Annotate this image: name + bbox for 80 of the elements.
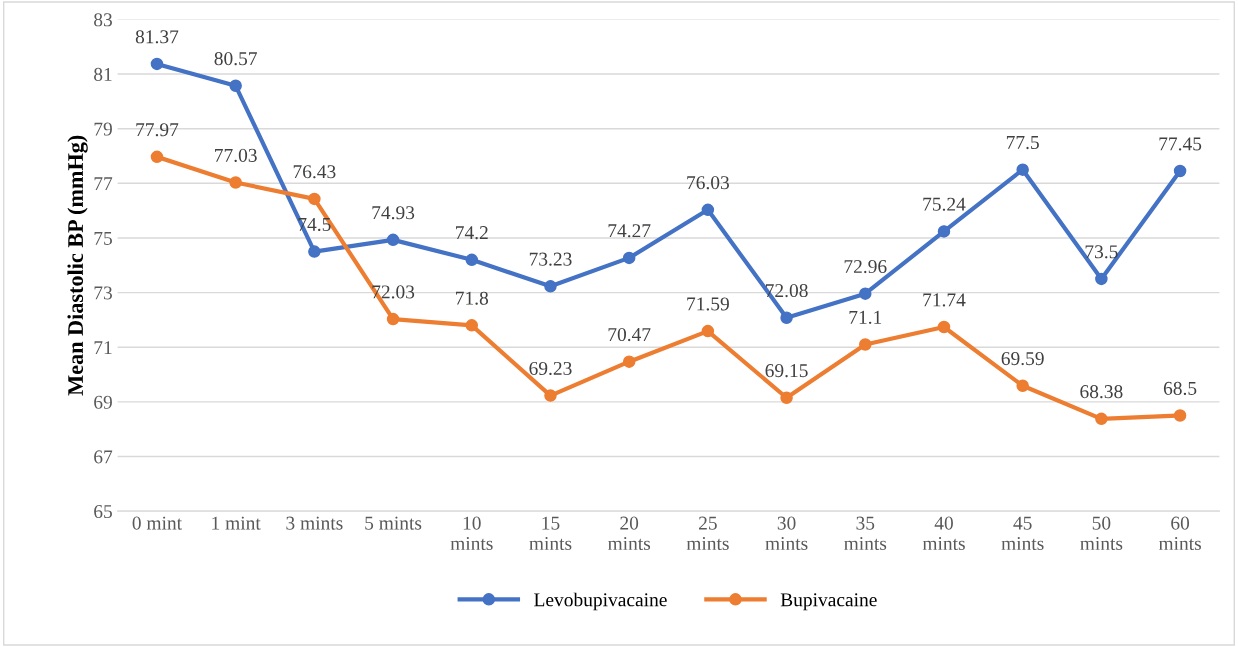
data-label: 73.23: [529, 252, 572, 266]
data-label: 68.5: [1163, 381, 1197, 395]
data-label: 70.47: [608, 327, 651, 342]
point: [150, 57, 164, 71]
y-tick-label: 77: [94, 177, 113, 191]
data-label: 73.5: [1085, 245, 1118, 259]
x-tick-label: 60 mints: [1158, 516, 1201, 551]
y-axis-title: Mean Diastolic BP (mmHg): [67, 135, 88, 396]
point: [1173, 409, 1187, 422]
point: [229, 176, 242, 189]
point: [1016, 163, 1029, 176]
x-tick-label: 35 mints: [844, 516, 887, 551]
point: [308, 192, 321, 206]
data-label: 71.1: [849, 310, 882, 324]
point: [386, 312, 400, 326]
point: [544, 280, 557, 293]
y-tick-label: 83: [94, 13, 112, 27]
data-label: 74.93: [372, 206, 415, 220]
legend-label: Levobupivacaine: [534, 592, 667, 611]
point: [229, 79, 242, 93]
data-label: 71.59: [687, 297, 729, 311]
data-label: 68.38: [1080, 385, 1123, 399]
data-label: 72.96: [844, 260, 887, 274]
y-tick-label: 69: [94, 395, 112, 409]
point: [150, 150, 164, 164]
point: [308, 245, 321, 258]
x-tick-label: 50 mints: [1080, 516, 1123, 551]
data-label: 81.37: [135, 30, 179, 44]
y-tick-label: 65: [94, 505, 112, 519]
data-label: 77.97: [136, 123, 179, 137]
x-tick-label: 20 mints: [607, 516, 651, 551]
x-tick-label: 15 mints: [529, 516, 572, 551]
data-label: 76.43: [293, 165, 336, 179]
point: [1095, 412, 1108, 426]
point: [701, 203, 715, 217]
point: [1173, 164, 1187, 178]
data-label: 71.74: [923, 293, 966, 307]
point: [937, 320, 951, 334]
y-tick-label: 73: [94, 286, 112, 300]
point: [701, 324, 715, 338]
x-tick-label: 0 mint: [132, 516, 182, 530]
legend-label: Bupivacaine: [780, 593, 877, 611]
data-label: 80.57: [214, 52, 257, 66]
x-tick-label: 45 mints: [1001, 516, 1044, 551]
point: [386, 233, 400, 247]
x-tick-label: 10 mints: [450, 516, 493, 551]
x-tick-label: 40 mints: [922, 516, 965, 551]
data-label: 69.15: [765, 364, 808, 378]
y-tick-label: 81: [94, 67, 112, 81]
y-tick-label: 67: [94, 450, 113, 464]
x-tick-label: 25 mints: [686, 516, 729, 551]
point: [465, 253, 479, 267]
point: [937, 225, 951, 238]
point: [859, 287, 872, 300]
data-label: 74.27: [608, 224, 651, 238]
x-tick-label: 5 mints: [365, 516, 422, 530]
point: [544, 389, 557, 402]
y-tick-label: 71: [94, 341, 112, 354]
point: [859, 338, 872, 351]
data-label: 69.23: [529, 361, 572, 376]
data-label: 77.5: [1006, 136, 1039, 150]
data-label: 76.03: [687, 176, 729, 190]
point: [1016, 379, 1029, 392]
data-label: 77.03: [215, 148, 257, 162]
x-tick-label: 1 mint: [212, 516, 261, 530]
x-tick-label: 3 mints: [286, 516, 343, 530]
data-label: 75.24: [923, 197, 966, 211]
data-label: 74.2: [456, 226, 488, 240]
data-label: 77.45: [1159, 137, 1202, 151]
point: [780, 391, 793, 405]
y-tick-label: 79: [94, 122, 112, 136]
data-label: 69.59: [1001, 352, 1044, 366]
point: [622, 251, 636, 265]
x-tick-label: 30 mints: [765, 516, 808, 551]
point: [780, 311, 793, 324]
point: [622, 355, 636, 368]
y-tick-label: 75: [94, 231, 112, 245]
data-label: 71.8: [456, 291, 489, 305]
point: [465, 319, 479, 332]
point: [1095, 272, 1108, 286]
